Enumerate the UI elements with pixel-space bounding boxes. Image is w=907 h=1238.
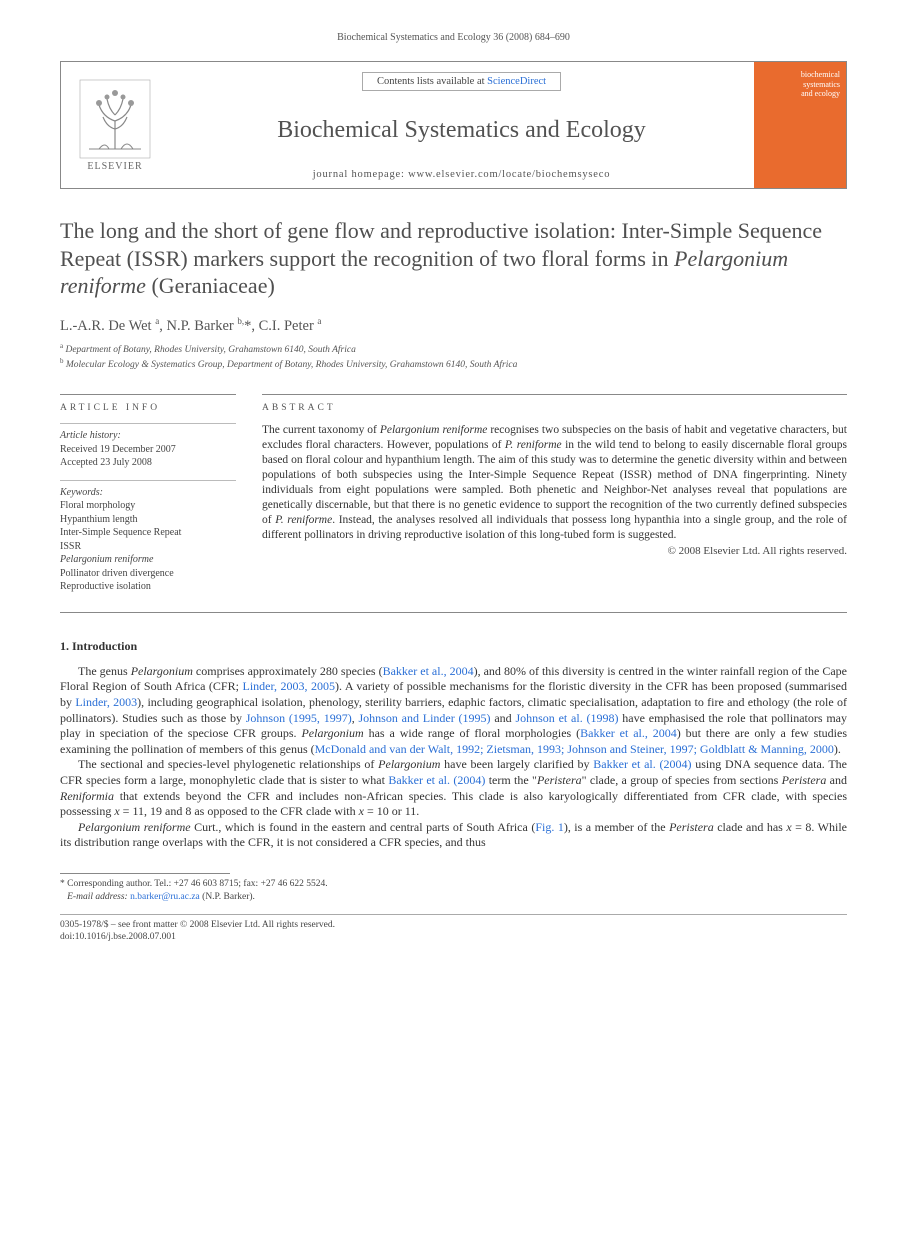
journal-center-block: Contents lists available at ScienceDirec… [169,62,754,188]
p2-i4: Reniformia [60,789,114,803]
article-title: The long and the short of gene flow and … [60,217,847,300]
keywords-heading: Keywords: [60,486,236,500]
cover-word-3: and ecology [760,89,840,99]
divider-rule [60,612,847,613]
abstract-copyright: © 2008 Elsevier Ltd. All rights reserved… [262,545,847,557]
email-label: E-mail address: [67,892,128,902]
citation-link[interactable]: Linder, 2003, 2005 [242,679,335,693]
contents-prefix: Contents lists available at [377,76,487,87]
received-date: Received 19 December 2007 [60,443,236,457]
citation-link[interactable]: Bakker et al. (2004) [593,757,691,771]
p1-k: ). [834,742,841,756]
journal-title: Biochemical Systematics and Ecology [277,117,646,144]
elsevier-tree-icon [79,79,151,159]
p2-i2: Peristera [537,773,582,787]
section-heading-intro: 1. Introduction [60,639,847,654]
doi-line: doi:10.1016/j.bse.2008.07.001 [60,931,847,943]
cover-word-1: biochemical [760,70,840,80]
running-header: Biochemical Systematics and Ecology 36 (… [60,32,847,43]
keyword: Floral morphology [60,499,236,513]
copyright-doi-block: 0305-1978/$ – see front matter © 2008 El… [60,914,847,944]
article-info-column: ARTICLE INFO Article history: Received 1… [60,386,236,604]
keyword: Reproductive isolation [60,580,236,594]
p2-i1: Pelargonium [378,757,440,771]
corresponding-author-footnote: * Corresponding author. Tel.: +27 46 603… [60,878,847,904]
journal-homepage: journal homepage: www.elsevier.com/locat… [313,169,611,180]
affiliation-b: b Molecular Ecology & Systematics Group,… [60,357,847,372]
journal-cover-thumbnail: biochemical systematics and ecology [754,62,846,188]
intro-para-2: The sectional and species-level phylogen… [60,757,847,819]
elsevier-logo: ELSEVIER [61,62,169,188]
title-part-2: (Geraniaceae) [146,273,275,298]
history-heading: Article history: [60,429,236,443]
citation-link[interactable]: Bakker et al. (2004) [388,773,485,787]
email-who: (N.P. Barker). [200,892,255,902]
p3-a: Curt., which is found in the eastern and… [191,820,536,834]
citation-link[interactable]: Johnson and Linder (1995) [359,711,491,725]
abs-i3: P. reniforme [275,514,332,526]
p2-e: " clade, a group of species from section… [582,773,782,787]
abstract-text: The current taxonomy of Pelargonium reni… [262,423,847,543]
p1-i2: Pelargonium [301,726,363,740]
affiliation-a: a Department of Botany, Rhodes Universit… [60,342,847,357]
keyword: Pollinator driven divergence [60,567,236,581]
abs-t3: in the wild tend to belong to easily dis… [262,439,847,526]
p3-b: ), is a member of the [564,820,669,834]
abstract-label: ABSTRACT [262,394,847,413]
article-history-block: Article history: Received 19 December 20… [60,423,236,470]
p2-f: and [826,773,847,787]
keyword: ISSR [60,540,236,554]
front-matter-line: 0305-1978/$ – see front matter © 2008 El… [60,919,847,931]
p2-ix: = 10 or 11. [364,804,419,818]
abs-i2: P. reniforme [505,439,562,451]
p3-i1: Pelargonium reniforme [78,820,191,834]
abs-t4: . Instead, the analyses resolved all ind… [262,514,847,541]
p1-a: The genus [78,664,131,678]
citation-link[interactable]: Bakker et al., 2004 [383,664,474,678]
p2-a: The sectional and species-level phylogen… [78,757,378,771]
keywords-block: Keywords: Floral morphology Hypanthium l… [60,480,236,594]
p3-i2: Peristera [669,820,714,834]
contents-list-line: Contents lists available at ScienceDirec… [362,72,561,91]
info-abstract-row: ARTICLE INFO Article history: Received 1… [60,386,847,604]
corr-author-line: * Corresponding author. Tel.: +27 46 603… [60,878,847,891]
keyword: Pelargonium reniforme [60,553,236,567]
abstract-column: ABSTRACT The current taxonomy of Pelargo… [262,386,847,604]
corr-email-link[interactable]: n.barker@ru.ac.za [130,892,200,902]
p1-b: comprises approximately 280 species ( [193,664,383,678]
citation-link[interactable]: Johnson et al. (1998) [515,711,618,725]
accepted-date: Accepted 23 July 2008 [60,456,236,470]
intro-para-1: The genus Pelargonium comprises approxim… [60,664,847,758]
cover-word-2: systematics [760,80,840,90]
affiliations: a Department of Botany, Rhodes Universit… [60,342,847,372]
p1-i: has a wide range of floral morphologies … [364,726,580,740]
p2-d: term the " [485,773,537,787]
journal-masthead: ELSEVIER Contents lists available at Sci… [60,61,847,189]
citation-link[interactable]: McDonald and van der Walt, 1992; Zietsma… [315,742,834,756]
article-info-label: ARTICLE INFO [60,394,236,413]
citation-link[interactable]: Linder, 2003 [75,695,137,709]
p1-g: and [491,711,516,725]
affil-b-text: Molecular Ecology & Systematics Group, D… [66,360,517,370]
affil-a-text: Department of Botany, Rhodes University,… [65,345,355,355]
p1-f: , [352,711,359,725]
footnote-rule [60,873,230,874]
p2-i3: Peristera [782,773,827,787]
figure-link[interactable]: Fig. 1 [535,820,564,834]
p1-i1: Pelargonium [131,664,193,678]
p2-h: = 11, 19 and 8 as opposed to the CFR cla… [120,804,359,818]
author-line: L.-A.R. De Wet a, N.P. Barker b,*, C.I. … [60,316,847,335]
keyword: Hypanthium length [60,513,236,527]
intro-para-3: Pelargonium reniforme Curt., which is fo… [60,820,847,851]
elsevier-wordmark: ELSEVIER [87,161,142,172]
citation-link[interactable]: Bakker et al., 2004 [580,726,677,740]
email-line: E-mail address: n.barker@ru.ac.za (N.P. … [60,891,847,904]
p3-c: clade and has [714,820,787,834]
keyword: Inter-Simple Sequence Repeat [60,526,236,540]
citation-link[interactable]: Johnson (1995, 1997) [246,711,352,725]
sciencedirect-link[interactable]: ScienceDirect [487,76,546,87]
abs-t1: The current taxonomy of [262,424,380,436]
abs-i1: Pelargonium reniforme [380,424,488,436]
p2-b: have been largely clarified by [440,757,593,771]
